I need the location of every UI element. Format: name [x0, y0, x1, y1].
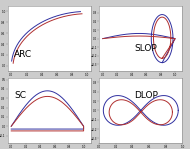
Text: ARC: ARC	[14, 51, 32, 59]
Text: SC: SC	[14, 91, 26, 100]
Text: DLOP: DLOP	[134, 91, 158, 100]
Text: SLOP: SLOP	[134, 44, 157, 53]
